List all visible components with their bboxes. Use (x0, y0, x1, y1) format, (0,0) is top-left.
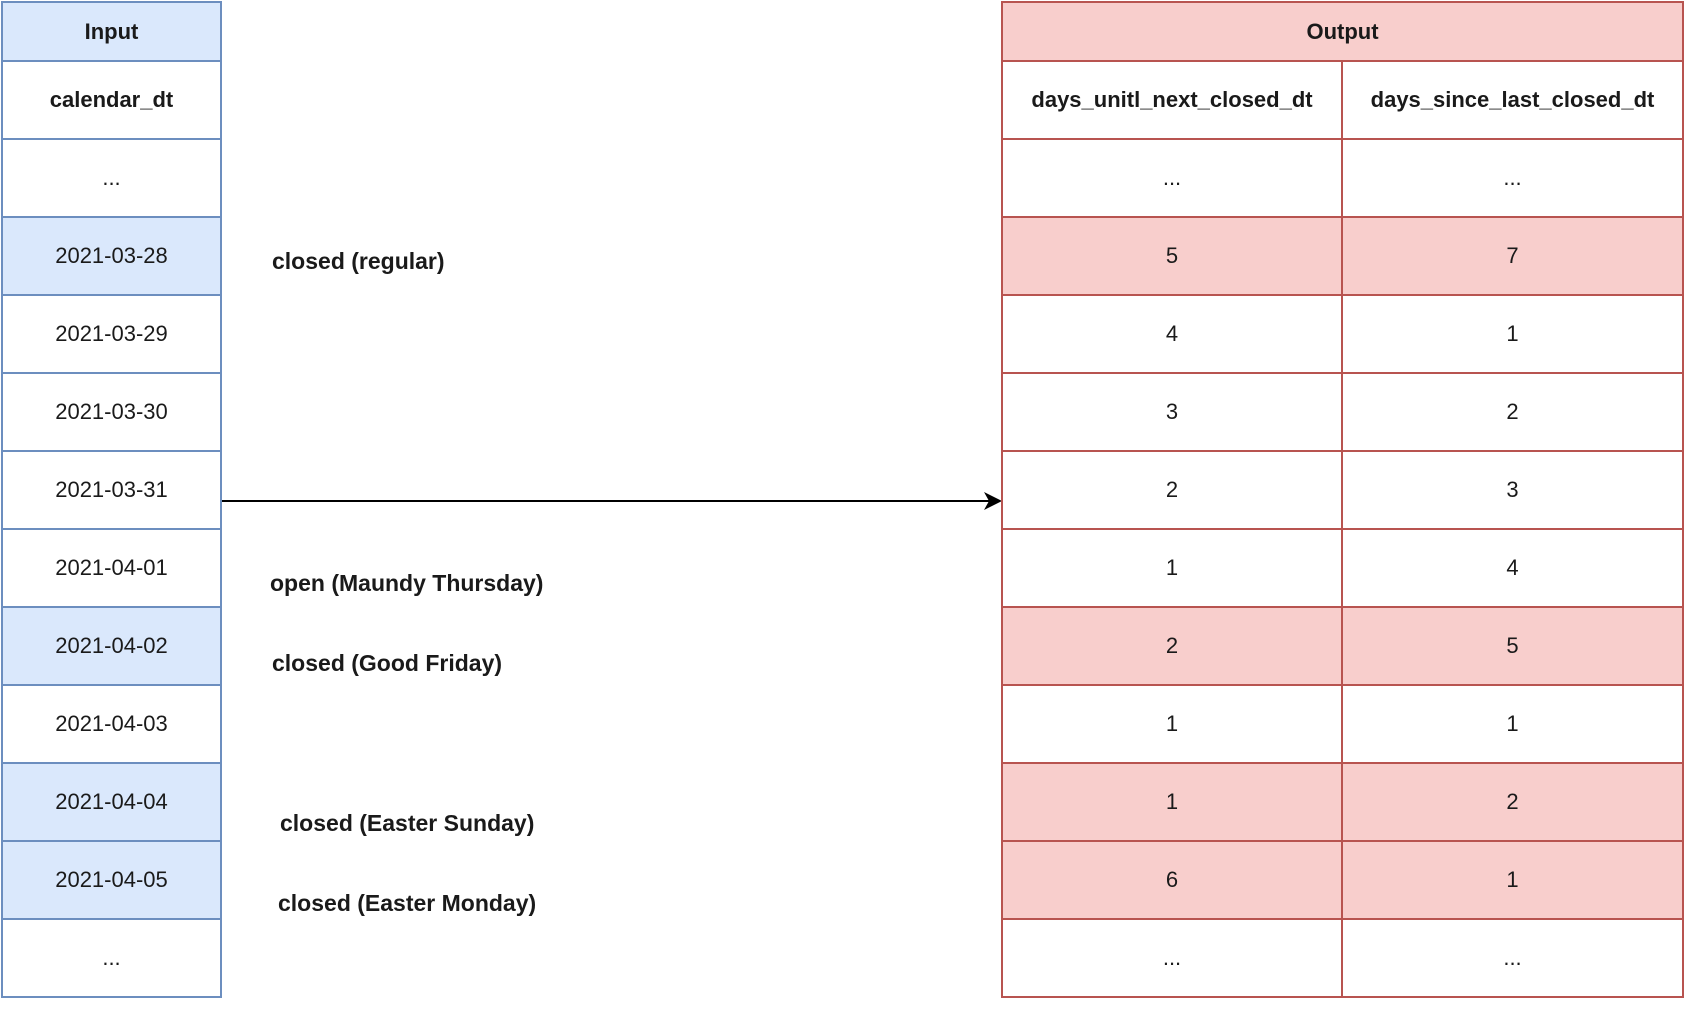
arrow-head (984, 492, 1002, 510)
days-since-last-closed-cell: 5 (1341, 606, 1684, 686)
note-closed-good-friday: closed (Good Friday) (272, 650, 503, 676)
input-row: 2021-04-01 (1, 528, 222, 608)
days-until-next-closed-cell: 6 (1001, 840, 1343, 920)
input-row: 2021-04-04 (1, 762, 222, 842)
days-until-next-closed-cell: ... (1001, 918, 1343, 998)
calendar-dt-cell: 2021-03-30 (1, 372, 222, 452)
days-since-last-closed-cell: 1 (1341, 294, 1684, 374)
input-row: ... (1, 138, 222, 218)
input-row: 2021-03-29 (1, 294, 222, 374)
input-row: 2021-03-31 (1, 450, 222, 530)
note-closed-regular: closed (regular) (272, 248, 445, 274)
input-table: Input calendar_dt ... 2021-03-28 2021-03-2… (1, 1, 222, 998)
days-since-last-closed-cell: 2 (1341, 762, 1684, 842)
days-since-last-closed-cell: ... (1341, 918, 1684, 998)
output-row: ...... (1001, 918, 1684, 998)
calendar-dt-cell: ... (1, 918, 222, 998)
calendar-dt-cell: 2021-03-28 (1, 216, 222, 296)
calendar-dt-cell: 2021-03-29 (1, 294, 222, 374)
days-until-next-closed-cell: 2 (1001, 450, 1343, 530)
calendar-dt-cell: 2021-04-04 (1, 762, 222, 842)
days-until-next-closed-cell: 3 (1001, 372, 1343, 452)
input-title: Input (1, 1, 222, 62)
input-row: 2021-03-28 (1, 216, 222, 296)
calendar-dt-cell: 2021-04-01 (1, 528, 222, 608)
days-until-next-closed-cell: ... (1001, 138, 1343, 218)
note-closed-easter-sunday: closed (Easter Sunday) (280, 810, 535, 836)
days-until-next-closed-cell: 1 (1001, 528, 1343, 608)
output-column-header-since: days_since_last_closed_dt (1341, 60, 1684, 140)
calendar-dt-cell: 2021-04-02 (1, 606, 222, 686)
days-until-next-closed-cell: 5 (1001, 216, 1343, 296)
calendar-dt-cell: 2021-03-31 (1, 450, 222, 530)
input-row: 2021-03-30 (1, 372, 222, 452)
days-since-last-closed-cell: 3 (1341, 450, 1684, 530)
days-until-next-closed-cell: 2 (1001, 606, 1343, 686)
note-closed-easter-monday: closed (Easter Monday) (278, 890, 537, 916)
calendar-dt-cell: 2021-04-05 (1, 840, 222, 920)
input-row: 2021-04-02 (1, 606, 222, 686)
output-title: Output (1001, 1, 1684, 62)
input-row: ... (1, 918, 222, 998)
days-until-next-closed-cell: 1 (1001, 684, 1343, 764)
days-since-last-closed-cell: 4 (1341, 528, 1684, 608)
input-row: 2021-04-03 (1, 684, 222, 764)
days-since-last-closed-cell: 2 (1341, 372, 1684, 452)
output-rows: ...... 5 7 4 1 3 2 2 3 1 4 2 5 1 1 1 2 6 1...... (1001, 138, 1684, 998)
days-until-next-closed-cell: 1 (1001, 762, 1343, 842)
note-open-maundy-thursday: open (Maundy Thursday) (270, 570, 544, 596)
days-since-last-closed-cell: 7 (1341, 216, 1684, 296)
days-since-last-closed-cell: 1 (1341, 840, 1684, 920)
days-since-last-closed-cell: 1 (1341, 684, 1684, 764)
input-column-header: calendar_dt (1, 60, 222, 140)
input-rows: ... 2021-03-28 2021-03-29 2021-03-30 2021-03… (1, 138, 222, 998)
days-since-last-closed-cell: ... (1341, 138, 1684, 218)
calendar-dt-cell: 2021-04-03 (1, 684, 222, 764)
output-column-header-next: days_unitl_next_closed_dt (1001, 60, 1343, 140)
days-until-next-closed-cell: 4 (1001, 294, 1343, 374)
output-table: Output days_unitl_next_closed_dt days_si… (1001, 1, 1684, 998)
input-row: 2021-04-05 (1, 840, 222, 920)
calendar-dt-cell: ... (1, 138, 222, 218)
output-row: ...... (1001, 138, 1684, 218)
